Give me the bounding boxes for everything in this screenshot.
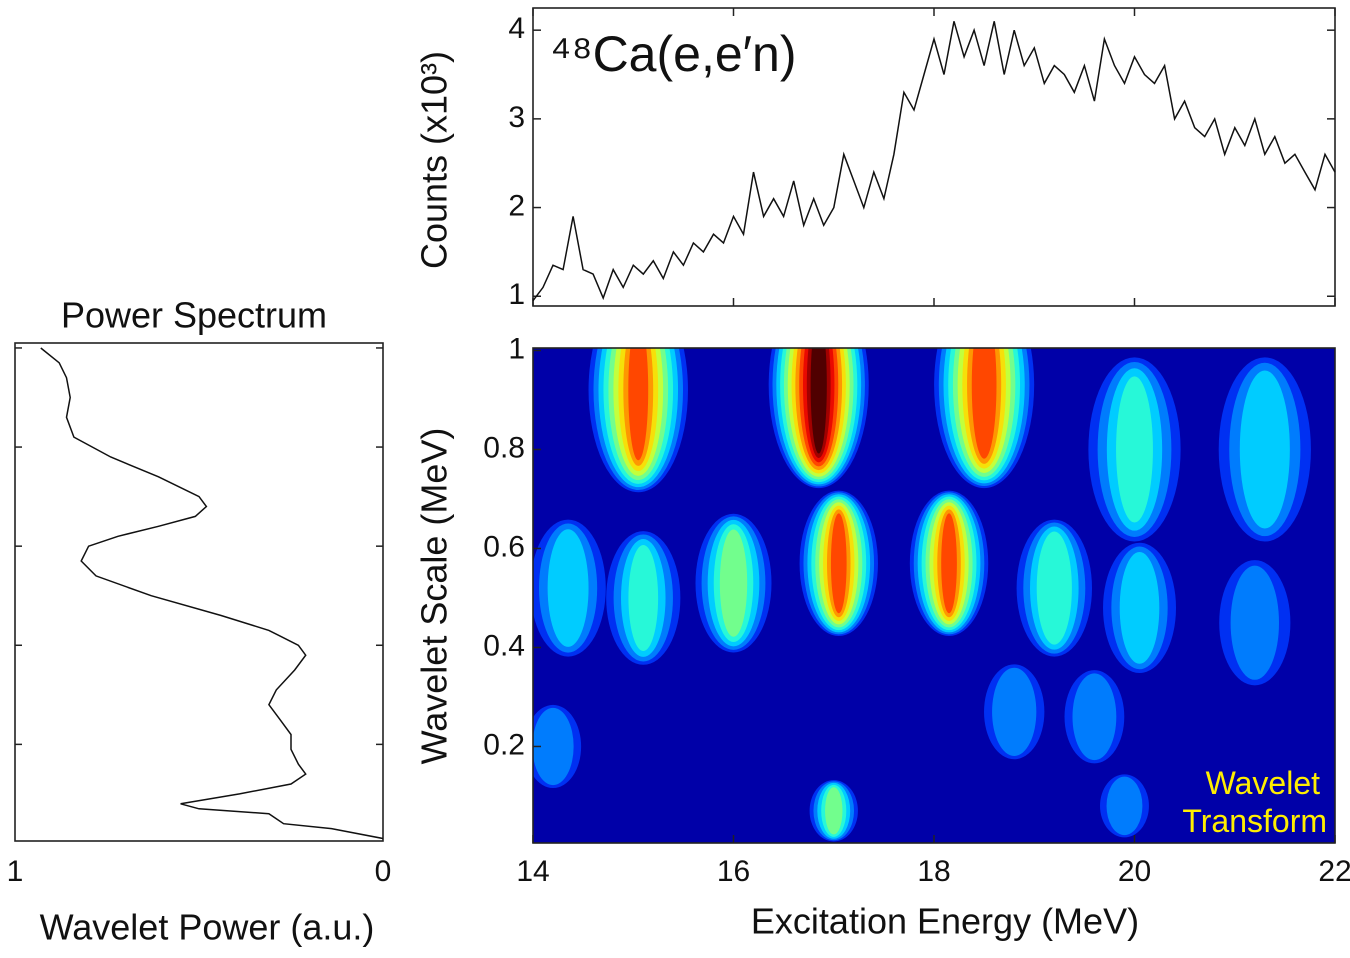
y-tick-label: 0.4 — [483, 629, 525, 662]
x-tick-label: 20 — [1118, 855, 1151, 888]
power-title: Power Spectrum — [61, 295, 327, 336]
contour-level — [1036, 531, 1072, 645]
contour-level — [825, 787, 843, 835]
wavelet-y-label: Wavelet Scale (MeV) — [414, 428, 455, 765]
power-line — [40, 347, 384, 840]
x-tick-label: 0 — [375, 855, 392, 888]
contour-level — [719, 529, 748, 637]
x-tick-label: 22 — [1318, 855, 1350, 888]
y-tick-label: 0.2 — [483, 728, 525, 761]
x-axis-label: Excitation Energy (MeV) — [751, 901, 1139, 942]
contour-level — [1072, 673, 1117, 761]
contour-level — [1106, 776, 1143, 836]
spectrum-line — [532, 21, 1336, 302]
power-x-label: Wavelet Power (a.u.) — [40, 907, 375, 948]
contour-level — [992, 667, 1037, 756]
y-tick-label: 0.8 — [483, 431, 525, 464]
plot-frame — [14, 342, 384, 842]
contour-level — [1239, 370, 1290, 529]
x-tick-label: 14 — [516, 855, 549, 888]
y-tick-label: 1 — [508, 278, 525, 311]
y-tick-label: 1 — [508, 332, 525, 365]
contour-level — [1116, 376, 1153, 523]
contour-level — [1230, 565, 1280, 680]
y-tick-label: 3 — [508, 101, 525, 134]
contour-level — [830, 513, 847, 614]
x-tick-label: 1 — [7, 855, 24, 888]
contour-level — [1119, 551, 1160, 664]
y-tick-label: 0.6 — [483, 530, 525, 563]
contour-level — [971, 348, 997, 459]
contour-level — [628, 544, 659, 652]
contour-level — [547, 529, 589, 647]
counts-y-label: Counts (x10³) — [414, 51, 455, 269]
heatmap — [533, 348, 1335, 843]
x-tick-label: 18 — [917, 855, 950, 888]
x-tick-label: 16 — [717, 855, 750, 888]
contour-level — [941, 513, 957, 614]
heatmap-annotation: Wavelet Transform — [1182, 765, 1327, 839]
contour-level — [533, 707, 574, 786]
contour-level — [628, 348, 649, 461]
y-tick-label: 2 — [508, 189, 525, 222]
spectrum-annotation: ⁴⁸Ca(e,e′n) — [550, 26, 796, 82]
contour-level — [810, 348, 827, 454]
y-tick-label: 4 — [508, 12, 525, 45]
